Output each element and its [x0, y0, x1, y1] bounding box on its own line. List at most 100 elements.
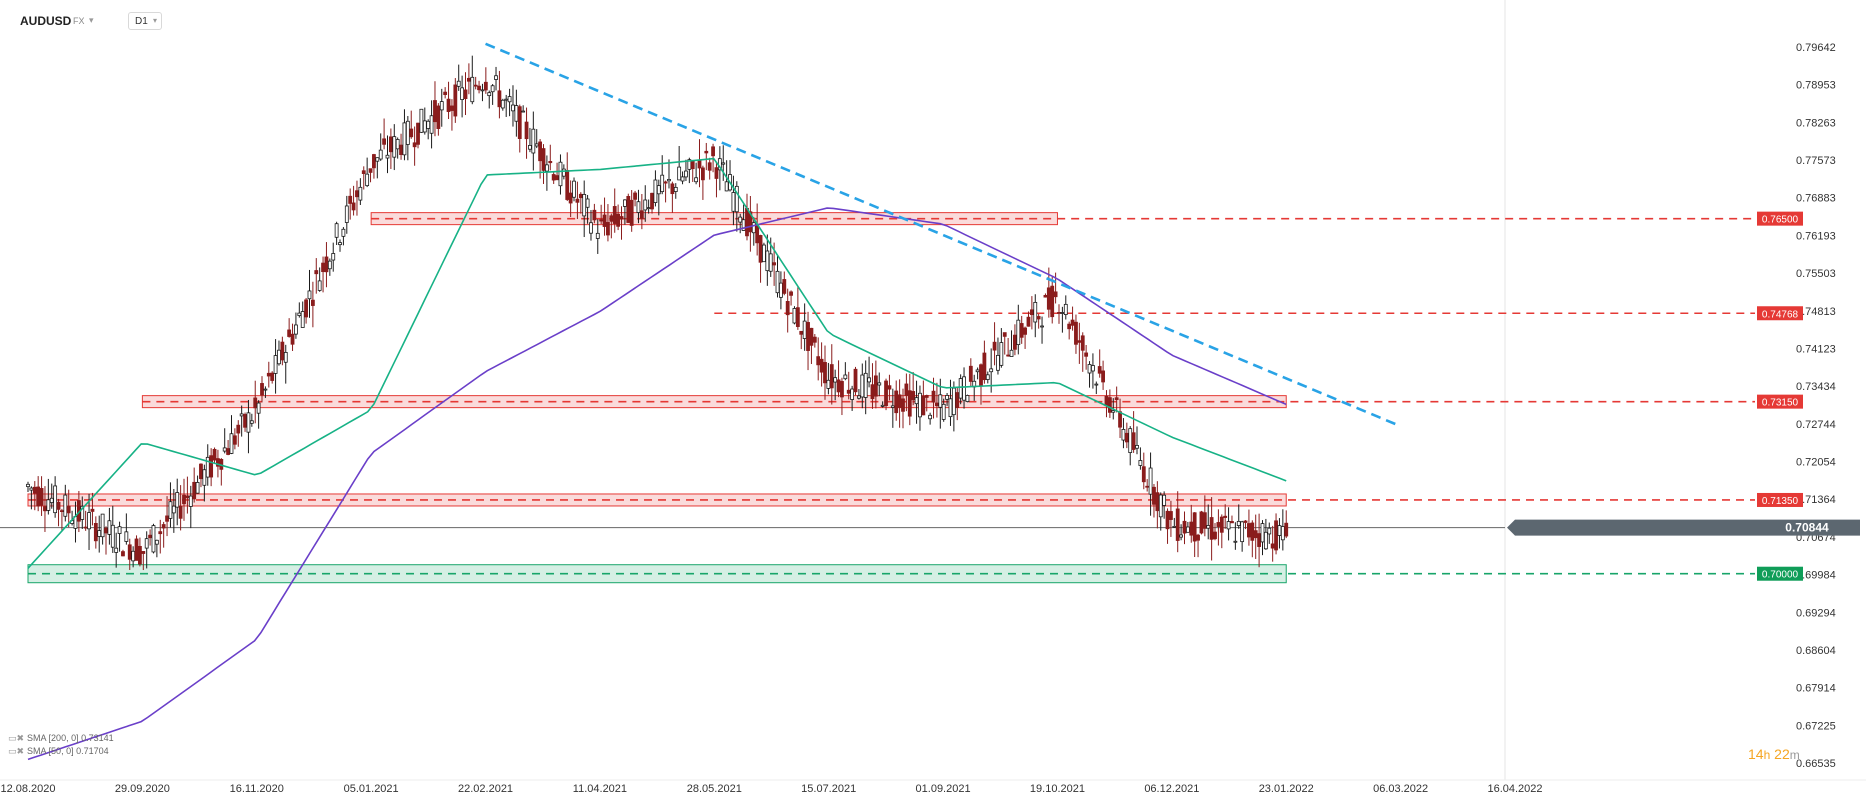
- candle-body: [433, 100, 437, 123]
- candle-body: [609, 215, 614, 222]
- y-tick-label: 0.79642: [1796, 42, 1836, 54]
- candle-body: [951, 387, 956, 416]
- candle-body: [551, 174, 556, 181]
- candle-body: [460, 87, 465, 100]
- candle-body: [928, 414, 933, 420]
- candle-body: [266, 372, 271, 377]
- candle-body: [473, 84, 478, 87]
- candle-body: [701, 167, 705, 181]
- candle-body: [656, 185, 661, 195]
- candle-body: [144, 538, 149, 549]
- candle-body: [517, 106, 522, 139]
- symbol-label[interactable]: AUDUSD: [20, 14, 72, 28]
- candle-body: [619, 216, 624, 220]
- candle-body: [378, 149, 383, 160]
- candle-body: [887, 385, 892, 390]
- legend-sma200-text: SMA [200, 0]: [27, 733, 79, 743]
- candle-body: [232, 435, 237, 445]
- candle-body: [565, 169, 570, 200]
- timeframe-selector[interactable]: D1 ▾: [128, 12, 162, 30]
- candle-body: [636, 201, 641, 213]
- candle-body: [385, 154, 390, 159]
- candle-body: [975, 369, 980, 373]
- sma50-line[interactable]: [27, 157, 1287, 569]
- candle-body: [49, 497, 54, 503]
- candle-body: [338, 242, 342, 246]
- candle-body: [826, 379, 831, 389]
- candle-body: [80, 505, 85, 520]
- candle-body: [1080, 335, 1085, 351]
- candle-body: [141, 551, 146, 554]
- chevron-down-icon[interactable]: ▾: [89, 15, 94, 25]
- candle-body: [1247, 523, 1251, 538]
- candle-body: [87, 512, 91, 530]
- candle-body: [1094, 383, 1099, 386]
- candle-body: [853, 368, 858, 393]
- candle-body: [724, 181, 729, 192]
- candle-body: [60, 510, 64, 513]
- candle-body: [463, 89, 468, 100]
- candle-body: [829, 364, 834, 389]
- candle-body: [1199, 511, 1204, 534]
- candle-body: [168, 501, 173, 519]
- candle-body: [110, 524, 115, 548]
- candle-body: [809, 327, 814, 346]
- candle-body: [1006, 354, 1011, 357]
- candle-body: [582, 194, 587, 217]
- candle-body: [412, 142, 417, 148]
- eye-icon[interactable]: ▭✖: [8, 733, 25, 743]
- candle-body: [1067, 323, 1072, 330]
- candle-body: [382, 138, 387, 145]
- candle-body: [450, 105, 454, 111]
- candle-body: [429, 115, 434, 134]
- candle-body: [982, 352, 987, 381]
- trend-line[interactable]: [485, 42, 1402, 428]
- candle-body: [114, 547, 119, 553]
- sma200-line[interactable]: [27, 207, 1287, 761]
- legend-sma200[interactable]: ▭✖ SMA [200, 0] 0.73141: [8, 733, 114, 744]
- candle-body: [833, 377, 838, 383]
- candle-body: [663, 181, 668, 184]
- x-tick-label: 29.09.2020: [115, 783, 170, 795]
- candle-body: [843, 374, 848, 380]
- candle-body: [758, 235, 763, 263]
- candle-body: [1169, 511, 1173, 520]
- candle-body: [341, 228, 346, 237]
- candle-body: [43, 506, 47, 512]
- candle-body: [1043, 294, 1048, 298]
- candle-body: [56, 501, 61, 510]
- x-tick-label: 06.12.2021: [1144, 783, 1199, 795]
- candle-body: [1111, 410, 1116, 413]
- level-price-label: 0.76500: [1762, 215, 1799, 226]
- candle-body: [243, 414, 247, 428]
- candle-body: [182, 494, 186, 505]
- candle-body: [348, 195, 353, 204]
- candle-body: [324, 256, 329, 273]
- candle-body: [327, 260, 332, 270]
- candle-body: [365, 173, 370, 187]
- candle-body: [148, 534, 152, 539]
- candle-body: [538, 141, 543, 162]
- candle-body: [1057, 312, 1061, 314]
- candle-body: [1135, 445, 1139, 449]
- candle-body: [436, 105, 441, 129]
- y-tick-label: 0.73434: [1796, 381, 1836, 393]
- eye-icon[interactable]: ▭✖: [8, 746, 25, 756]
- candle-body: [117, 526, 122, 534]
- x-tick-label: 05.01.2021: [344, 783, 399, 795]
- candle-body: [968, 365, 973, 382]
- last-price-label: 0.70844: [1785, 521, 1829, 535]
- candle-body: [555, 175, 559, 181]
- candle-body: [1077, 340, 1082, 343]
- candle-body: [528, 145, 532, 150]
- candle-body: [622, 199, 627, 207]
- candle-body: [955, 392, 960, 408]
- candle-body: [171, 505, 176, 514]
- candle-body: [355, 190, 359, 198]
- candle-body: [229, 433, 234, 454]
- legend-sma50[interactable]: ▭✖ SMA [50, 0] 0.71704: [8, 746, 109, 757]
- candle-body: [1243, 520, 1248, 523]
- candle-body: [1267, 527, 1272, 535]
- candle-body: [707, 162, 712, 171]
